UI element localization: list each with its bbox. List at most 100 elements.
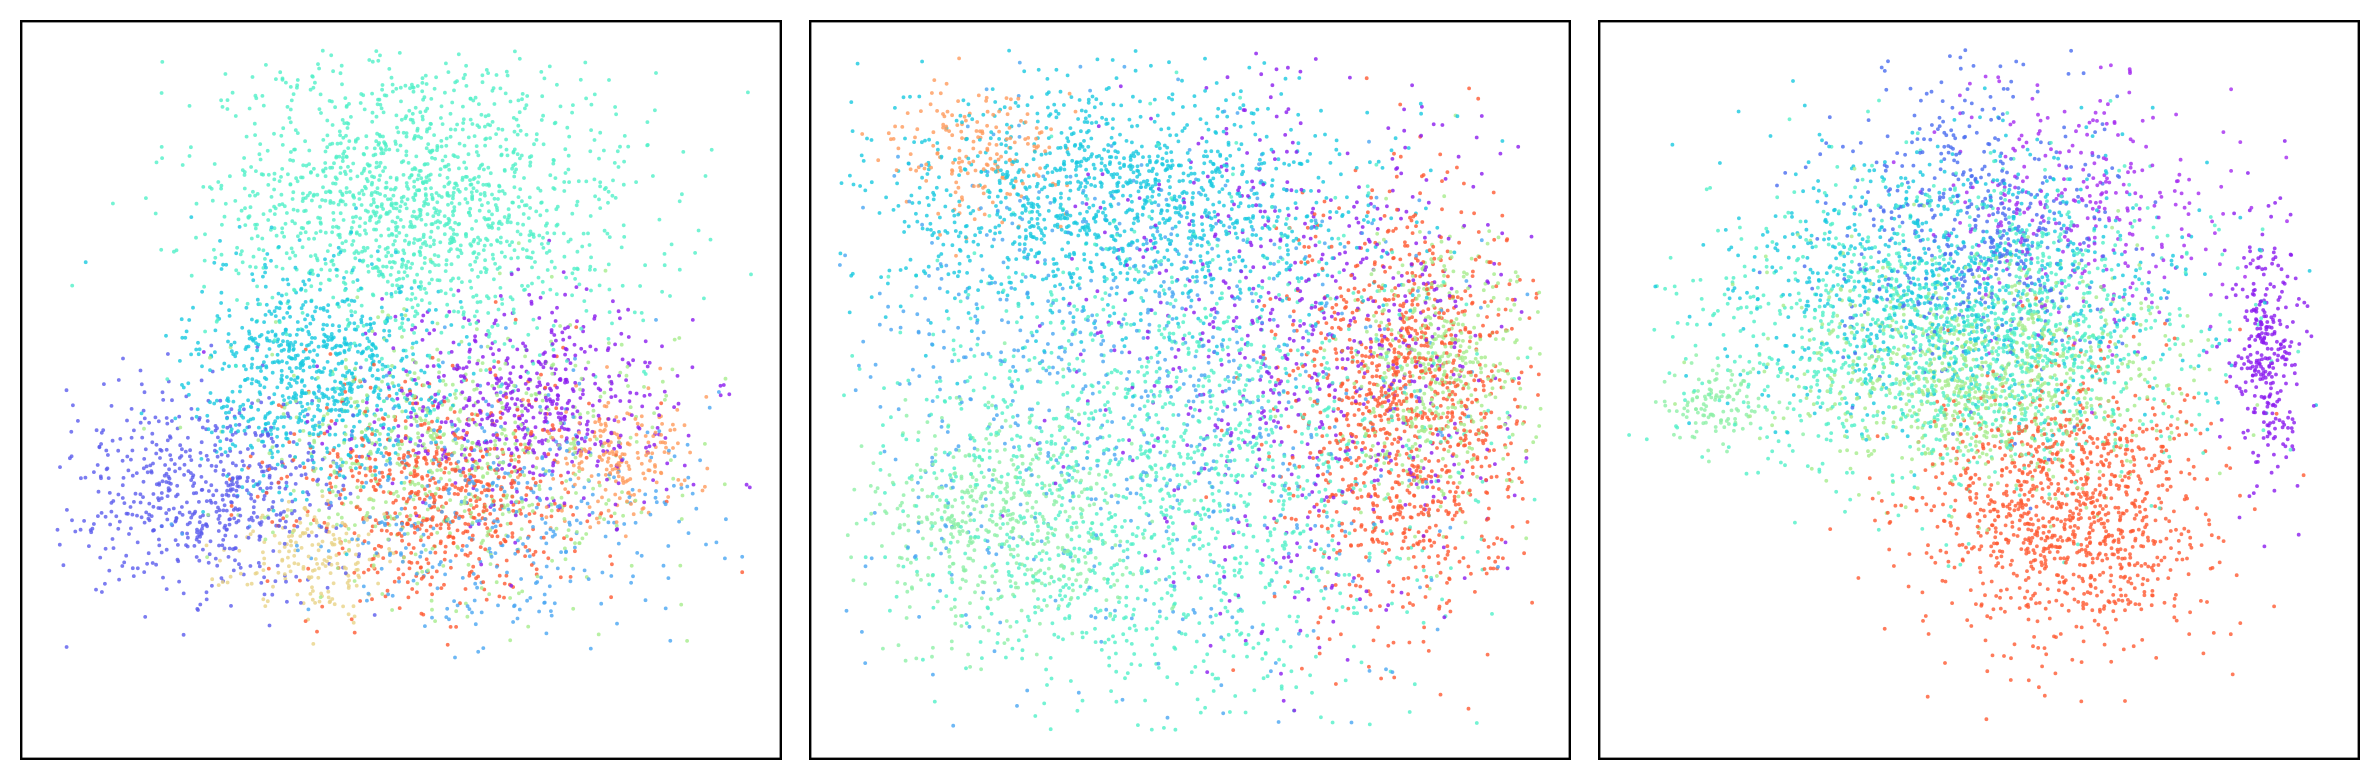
scatter-point <box>453 655 457 660</box>
scatter-point <box>364 513 369 518</box>
scatter-point <box>261 568 266 572</box>
scatter-point <box>391 398 396 403</box>
scatter-point <box>588 646 593 651</box>
scatter-point <box>471 506 476 510</box>
scatter-point <box>579 346 584 351</box>
scatter-point <box>597 197 601 202</box>
scatter-point <box>398 143 403 148</box>
scatter-point <box>311 642 316 646</box>
scatter-point <box>410 480 415 485</box>
scatter-point <box>429 428 434 432</box>
scatter-point <box>360 249 364 254</box>
scatter-point <box>648 512 653 517</box>
scatter-point <box>562 427 567 431</box>
scatter-point <box>350 429 355 433</box>
scatter-point <box>261 248 266 253</box>
scatter-point <box>290 499 295 504</box>
scatter-point <box>383 194 387 198</box>
scatter-point <box>325 118 330 123</box>
scatter-point <box>265 252 270 256</box>
scatter-point <box>380 309 385 314</box>
scatter-point <box>281 443 285 448</box>
scatter-point <box>575 267 580 272</box>
scatter-point <box>251 518 255 523</box>
scatter-point <box>363 248 367 253</box>
scatter-point <box>281 126 286 131</box>
scatter-point <box>272 309 277 314</box>
scatter-point <box>391 491 396 496</box>
scatter-point <box>405 397 409 402</box>
scatter-point <box>330 123 335 127</box>
scatter-point <box>372 321 376 325</box>
scatter-point <box>492 321 497 326</box>
scatter-point <box>283 221 288 226</box>
scatter-point <box>553 319 558 323</box>
scatter-point <box>349 298 354 303</box>
scatter-point <box>299 379 304 384</box>
scatter-point <box>576 179 581 184</box>
scatter-point <box>298 366 302 370</box>
scatter-point <box>511 200 515 205</box>
scatter-point <box>527 446 531 451</box>
scatter-point <box>333 432 338 437</box>
scatter-point <box>400 442 404 447</box>
scatter-point <box>387 451 392 456</box>
scatter-point <box>413 378 417 382</box>
scatter-point <box>402 555 406 560</box>
scatter-point <box>609 395 614 399</box>
scatter-point <box>399 470 404 474</box>
scatter-point <box>251 505 256 510</box>
scatter-point <box>162 473 167 478</box>
scatter-point <box>397 579 401 584</box>
scatter-point <box>240 249 244 254</box>
scatter-point <box>348 341 353 346</box>
scatter-point <box>429 229 434 234</box>
scatter-point <box>188 454 192 459</box>
scatter-point <box>335 452 340 456</box>
scatter-point <box>274 264 279 269</box>
scatter-point <box>548 287 553 292</box>
scatter-point <box>405 580 410 585</box>
scatter-point <box>565 407 570 411</box>
scatter-point <box>125 418 129 423</box>
scatter-point <box>392 579 397 584</box>
scatter-point <box>341 218 346 222</box>
scatter-point <box>201 547 205 552</box>
scatter-point <box>443 544 448 549</box>
scatter-point <box>403 436 408 440</box>
scatter-point <box>522 176 526 180</box>
scatter-point <box>213 468 218 473</box>
scatter-point <box>217 521 222 525</box>
scatter-point <box>596 473 601 477</box>
scatter-point <box>646 440 651 445</box>
scatter-point <box>635 551 640 555</box>
scatter-point <box>331 448 336 453</box>
scatter-point <box>215 426 219 431</box>
scatter-point <box>242 156 247 160</box>
scatter-point <box>572 440 576 444</box>
scatter-point <box>357 258 362 263</box>
scatter-point <box>289 472 293 477</box>
scatter-point <box>385 316 390 321</box>
scatter-point <box>448 625 453 629</box>
scatter-point <box>285 342 290 347</box>
scatter-point <box>307 148 312 153</box>
scatter-point <box>252 499 257 504</box>
scatter-point <box>387 370 392 375</box>
scatter-point <box>637 488 642 493</box>
scatter-point <box>559 425 564 430</box>
scatter-point <box>488 171 493 176</box>
scatter-point <box>523 433 528 437</box>
scatter-point <box>269 428 273 432</box>
scatter-point <box>412 474 416 479</box>
scatter-point <box>214 464 219 469</box>
scatter-point <box>468 96 473 101</box>
scatter-point <box>467 355 472 360</box>
scatter-point <box>402 486 407 491</box>
scatter-point <box>338 171 343 176</box>
scatter-point <box>270 360 275 365</box>
scatter-point <box>445 313 449 318</box>
scatter-point <box>358 465 362 470</box>
scatter-point <box>540 428 545 432</box>
scatter-point <box>481 396 486 401</box>
